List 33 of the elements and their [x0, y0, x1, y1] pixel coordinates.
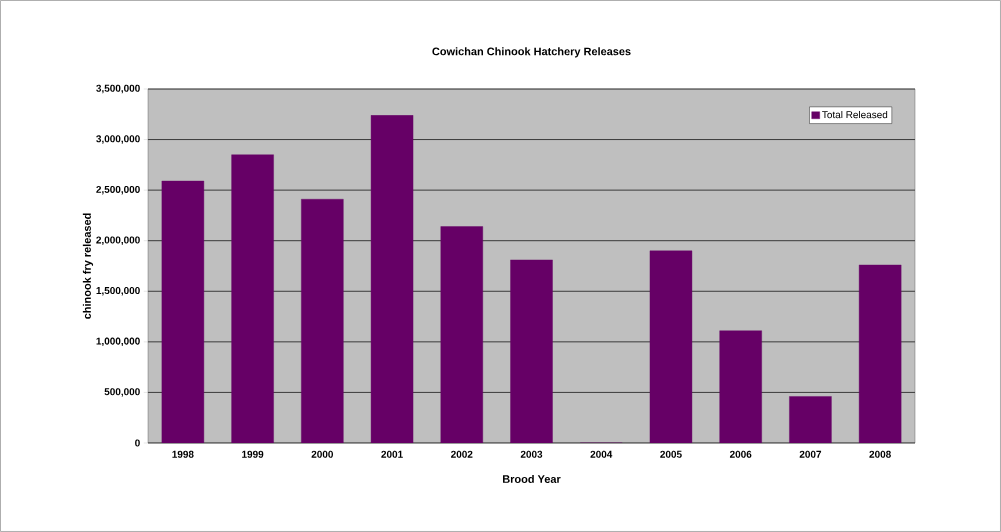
- bar: [231, 154, 274, 443]
- chart-title: Cowichan Chinook Hatchery Releases: [432, 47, 631, 58]
- bar: [161, 180, 205, 443]
- x-tick-label: 1999: [242, 450, 264, 458]
- x-tick-label: 2004: [590, 450, 613, 458]
- y-tick-label: 3,000,000: [96, 135, 140, 144]
- y-tick-label: 500,000: [104, 388, 140, 397]
- bar: [301, 199, 344, 443]
- y-axis-title: chinook fry released: [82, 213, 94, 319]
- bar: [719, 330, 762, 443]
- x-tick-label: 2001: [381, 450, 403, 458]
- y-tick-label: 2,000,000: [96, 236, 140, 245]
- y-tick-label: 1,000,000: [96, 337, 140, 347]
- y-tick-label: 2,500,000: [96, 185, 140, 195]
- x-tick-label: 2005: [660, 450, 682, 458]
- legend-label: Total Released: [822, 110, 888, 119]
- x-axis-title: Brood Year: [503, 474, 561, 483]
- bar: [649, 250, 693, 443]
- bar: [858, 264, 902, 443]
- x-tick-label: 2003: [520, 450, 543, 458]
- bar: [510, 259, 553, 443]
- y-tick-label: 1,500,000: [96, 287, 140, 296]
- x-tick-label: 2002: [451, 450, 473, 458]
- x-tick-label: 2007: [799, 450, 822, 458]
- bar: [789, 396, 832, 443]
- x-tick-label: 1998: [172, 450, 194, 458]
- bar: [370, 115, 414, 443]
- y-tick-label: 0: [135, 439, 140, 447]
- x-tick-label: 2008: [869, 450, 891, 458]
- bar: [440, 226, 483, 443]
- x-tick-label: 2006: [729, 450, 752, 458]
- x-tick-label: 2000: [311, 450, 334, 458]
- y-tick-label: 3,500,000: [96, 84, 140, 94]
